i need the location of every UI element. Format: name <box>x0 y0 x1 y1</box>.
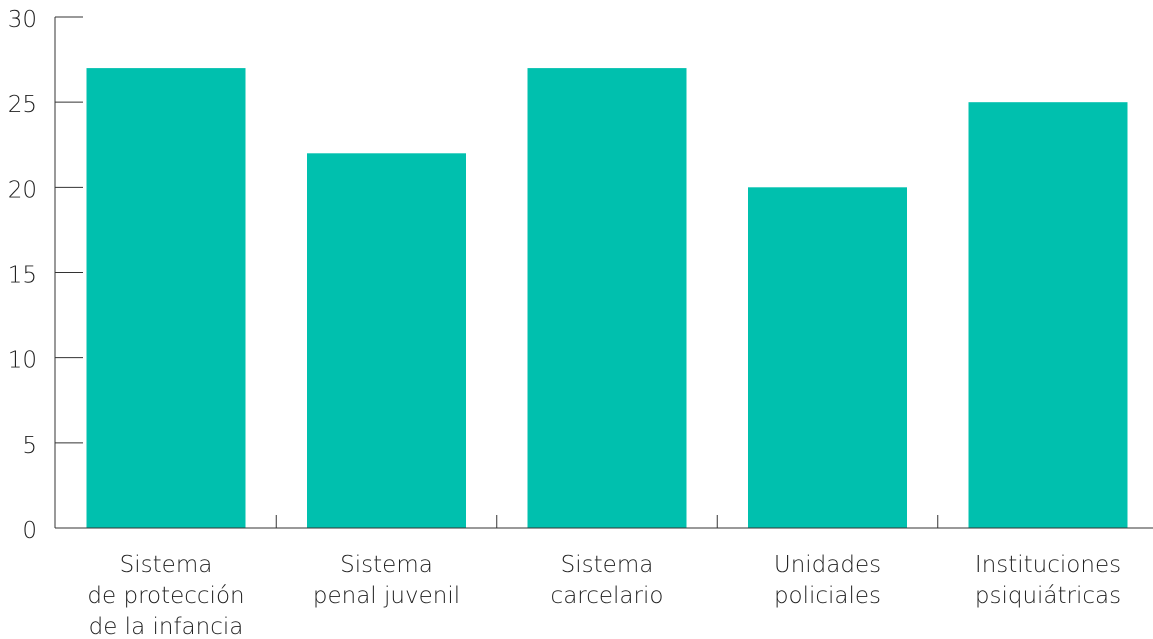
y-axis-ticks: 0 5 10 15 20 25 30 <box>8 7 83 544</box>
x-category-label: Instituciones psiquiátricas <box>975 552 1121 609</box>
bars-group <box>86 68 1128 529</box>
y-tick-label: 0 <box>22 518 37 544</box>
x-category-label-line: Sistema <box>340 552 433 578</box>
y-tick-label: 5 <box>22 433 37 459</box>
x-category-label: Sistema penal juvenil <box>313 552 460 609</box>
x-category-label-line: Sistema <box>120 552 213 578</box>
y-tick-label: 15 <box>8 263 37 289</box>
bar-1 <box>86 68 246 528</box>
x-category-label-line: policiales <box>774 583 881 609</box>
x-axis-ticks <box>275 515 939 528</box>
x-axis-labels: Sistema de protección de la infanciaSistem… <box>87 552 1121 639</box>
y-tick-label: 20 <box>8 177 37 203</box>
bar-5 <box>968 102 1128 528</box>
bar-4 <box>748 187 907 529</box>
x-category-label-line: carcelario <box>551 583 664 609</box>
x-category-label-line: Unidades <box>774 552 881 578</box>
bar-3 <box>527 68 687 528</box>
x-category-label-line: psiquiátricas <box>975 583 1121 609</box>
y-tick-label: 30 <box>8 7 37 33</box>
x-category-label: Sistema de protección de la infancia <box>87 552 244 639</box>
bar-2 <box>307 153 466 529</box>
x-category-label-line: de la infancia <box>89 614 244 639</box>
y-tick-label: 10 <box>8 348 37 374</box>
x-category-label-line: de protección <box>87 583 244 609</box>
x-category-label: Sistema carcelario <box>551 552 664 609</box>
x-category-label: Unidades policiales <box>774 552 881 609</box>
x-category-label-line: Sistema <box>561 552 654 578</box>
x-category-label-line: penal juvenil <box>313 583 460 609</box>
y-tick-label: 25 <box>8 92 37 118</box>
x-category-label-line: Instituciones <box>975 552 1121 578</box>
